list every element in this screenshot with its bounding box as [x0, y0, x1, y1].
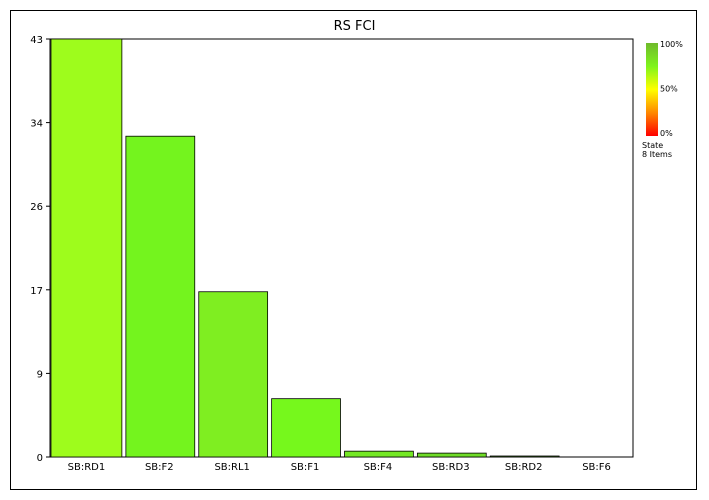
x-tick-labels: SB:RD1 SB:F2 SB:RL1 SB:F1 SB:F4 SB:RD3 SB:RD2 S… [68, 462, 611, 473]
y-tick-label: 17 [30, 286, 43, 297]
bar-sb-rd2[interactable] [489, 455, 560, 458]
x-tick-label: SB:RD3 [432, 462, 470, 473]
bar-sb-f4[interactable] [344, 450, 414, 458]
x-tick-label: SB:F6 [582, 462, 611, 473]
chart-frame [10, 10, 697, 490]
legend-scale-label: 0% [660, 129, 673, 138]
x-tick-label: SB:RL1 [214, 462, 249, 473]
x-tick-label: SB:RD2 [505, 462, 543, 473]
x-tick-label: SB:F4 [364, 462, 393, 473]
chart-axes [46, 38, 634, 458]
y-tick-label: 26 [30, 202, 43, 213]
legend-caption: State [642, 141, 663, 150]
y-tick-label: 0 [37, 453, 43, 464]
bar-sb-rd3[interactable] [416, 452, 487, 458]
x-tick-label: SB:RD1 [68, 462, 106, 473]
y-tick-label: 34 [30, 119, 43, 130]
legend-scale-label: 100% [660, 40, 683, 49]
y-tick-label: 9 [37, 369, 43, 380]
legend-color-scale [646, 43, 658, 136]
bar-sb-rd1[interactable] [50, 38, 123, 458]
x-tick-label: SB:F2 [145, 462, 174, 473]
legend-item-count: 8 Items [642, 150, 672, 159]
bar-sb-f1[interactable] [271, 398, 341, 458]
bars-group [50, 38, 560, 458]
bar-sb-f2[interactable] [125, 135, 196, 458]
chart-title: RS FCI [333, 19, 376, 34]
y-tick-label: 43 [30, 35, 43, 46]
y-tick-labels: 0 9 17 26 34 43 [30, 35, 43, 464]
legend-scale-label: 50% [660, 85, 678, 94]
bar-sb-rl1[interactable] [198, 291, 269, 458]
plot-area-border [49, 38, 634, 458]
x-tick-label: SB:F1 [291, 462, 320, 473]
